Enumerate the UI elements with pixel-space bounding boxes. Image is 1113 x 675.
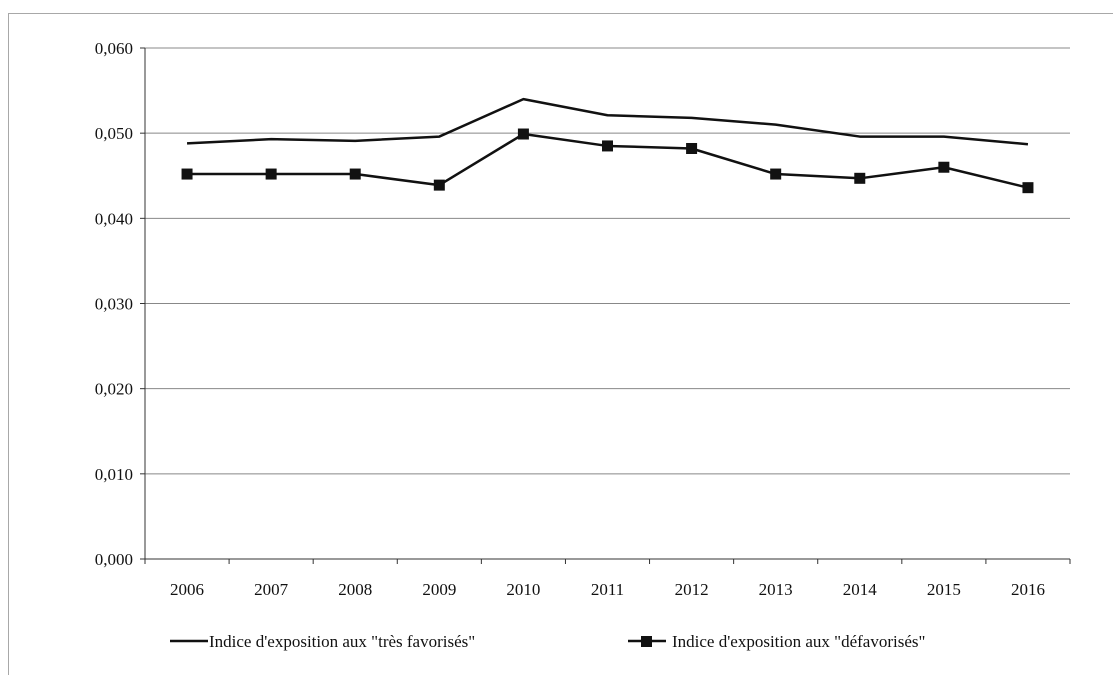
data-point — [517, 128, 529, 140]
data-point — [349, 168, 361, 180]
y-tick-label: 0,020 — [95, 380, 133, 399]
axes — [140, 47, 1071, 564]
y-tick-label: 0,060 — [95, 39, 133, 58]
legend-label-series-2: Indice d'exposition aux "défavorisés" — [672, 632, 925, 651]
legend-label-series-1: Indice d'exposition aux "très favorisés" — [209, 632, 475, 651]
y-tick-label: 0,010 — [95, 465, 133, 484]
y-tick-label: 0,000 — [95, 550, 133, 569]
x-tick-label: 2009 — [422, 580, 456, 599]
y-tick-labels: 0,000 0,010 0,020 0,030 0,040 0,050 0,060 — [95, 39, 133, 569]
x-tick-label: 2007 — [254, 580, 289, 599]
x-tick-label: 2010 — [506, 580, 540, 599]
x-tick-label: 2008 — [338, 580, 372, 599]
x-tick-label: 2006 — [170, 580, 204, 599]
chart-frame — [8, 13, 1113, 675]
data-point — [770, 168, 782, 180]
data-point — [854, 172, 866, 184]
series-line-1 — [186, 97, 1029, 146]
x-tick-labels: 2006 2007 2008 2009 2010 2011 2012 2013 2014 2015… — [170, 580, 1045, 599]
gridlines — [145, 47, 1070, 475]
data-point — [265, 168, 277, 180]
x-tick-label: 2015 — [927, 580, 961, 599]
legend-marker-series-2 — [641, 636, 652, 647]
y-tick-label: 0,040 — [95, 209, 133, 228]
x-tick-label: 2013 — [759, 580, 793, 599]
series-lines — [181, 97, 1034, 194]
x-tick-label: 2011 — [591, 580, 624, 599]
data-point — [686, 142, 698, 154]
y-tick-label: 0,050 — [95, 124, 133, 143]
data-point — [602, 140, 613, 152]
x-tick-label: 2016 — [1011, 580, 1045, 599]
y-tick-label: 0,030 — [95, 295, 133, 314]
data-point — [1022, 182, 1034, 194]
x-tick-label: 2014 — [843, 580, 878, 599]
x-tick-label: 2012 — [675, 580, 709, 599]
data-point — [433, 179, 445, 191]
data-point — [938, 161, 950, 173]
legend: Indice d'exposition aux "très favorisés"… — [170, 632, 925, 651]
data-point — [181, 168, 193, 180]
